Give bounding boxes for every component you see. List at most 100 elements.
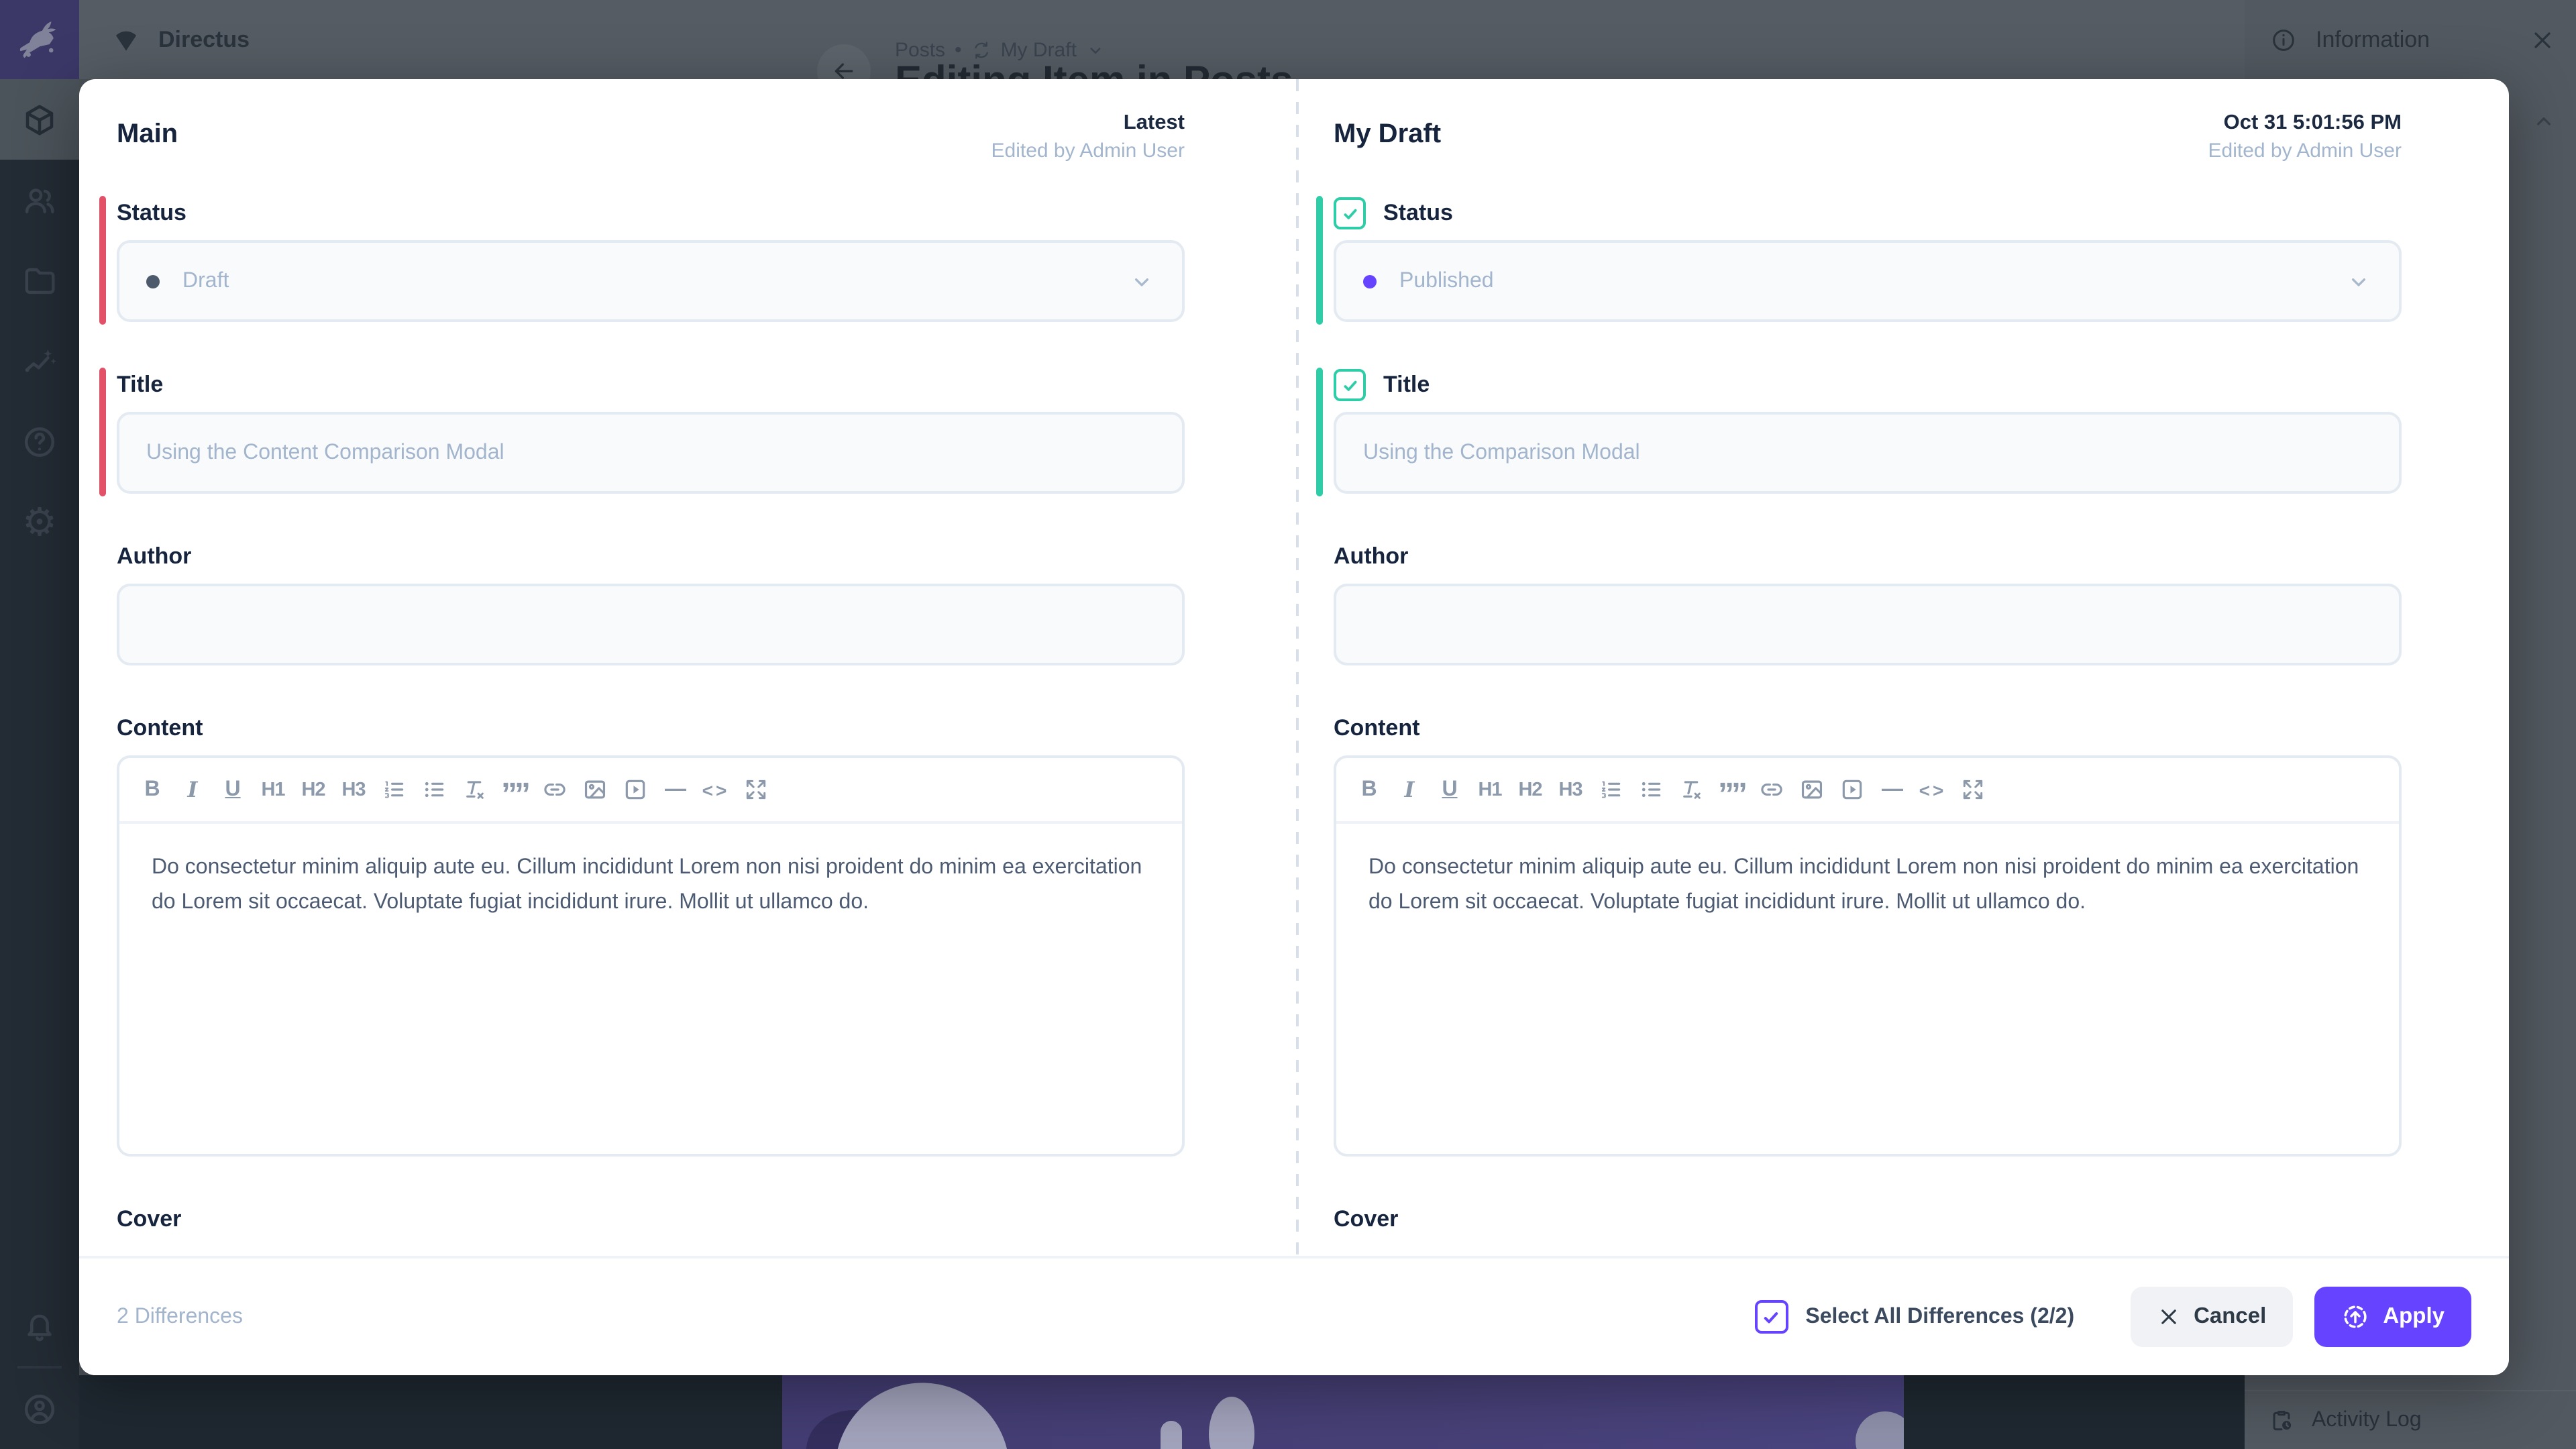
toolbar-image-button[interactable]	[1792, 770, 1831, 809]
content-editor[interactable]: B I U H1 H2 H3 ”” — <> Do consectetur minim aliq…	[1334, 755, 2402, 1157]
version-date: Oct 31 5:01:56 PM	[2223, 111, 2402, 134]
app-header-bar: Directus Posts • My Draft Editing Item i…	[79, 0, 2576, 103]
toolbar-image-button[interactable]	[576, 770, 614, 809]
toolbar-clear-format-button[interactable]	[455, 770, 494, 809]
toolbar-underline-button[interactable]: U	[1430, 770, 1469, 809]
toolbar-bold-button[interactable]: B	[133, 770, 172, 809]
module-insights-button[interactable]	[0, 321, 79, 401]
title-input[interactable]: Using the Comparison Modal	[1334, 412, 2402, 494]
module-file-library-button[interactable]	[0, 240, 79, 321]
select-all-checkbox[interactable]	[1754, 1300, 1788, 1334]
toolbar-h2-button[interactable]: H2	[1511, 770, 1550, 809]
toolbar-h1-button[interactable]: H1	[254, 770, 292, 809]
author-input[interactable]	[1334, 584, 2402, 665]
toolbar-horizontal-rule-button[interactable]: —	[656, 770, 695, 809]
field-cover: Cover	[1334, 1205, 2402, 1234]
chevron-down-icon	[1086, 40, 1106, 60]
toolbar-video-button[interactable]	[1833, 770, 1872, 809]
user-directory-icon	[21, 182, 58, 218]
notifications-button[interactable]	[0, 1285, 79, 1366]
pane-header: Main Latest Edited by Admin User	[117, 106, 1185, 165]
directus-logo[interactable]	[0, 0, 79, 79]
breadcrumb-collection[interactable]: Posts	[895, 39, 946, 62]
field-select-checkbox[interactable]	[1334, 369, 1366, 401]
comparison-body: Main Latest Edited by Admin User Status …	[79, 79, 2509, 1256]
breadcrumb[interactable]: Posts • My Draft	[895, 39, 1106, 62]
author-input[interactable]	[117, 584, 1185, 665]
toolbar-fullscreen-button[interactable]	[1953, 770, 1992, 809]
versions-icon	[971, 40, 991, 60]
title-input[interactable]: Using the Content Comparison Modal	[117, 412, 1185, 494]
code-icon: <>	[1919, 779, 1947, 800]
toolbar-italic-button[interactable]: I	[1390, 770, 1429, 809]
field-label: Status	[1383, 200, 1453, 225]
underline-icon: U	[225, 777, 241, 800]
toolbar-bullet-list-button[interactable]	[415, 770, 453, 809]
content-editor[interactable]: B I U H1 H2 H3 ”” — <> Do consectetur minim aliq…	[117, 755, 1185, 1157]
toolbar-underline-button[interactable]: U	[213, 770, 252, 809]
version-pane-my-draft: My Draft Oct 31 5:01:56 PM Edited by Adm…	[1299, 79, 2509, 1256]
toolbar-link-button[interactable]	[1752, 770, 1791, 809]
version-name: Latest	[1123, 111, 1185, 134]
content-text[interactable]: Do consectetur minim aliquip aute eu. Ci…	[1368, 856, 2359, 914]
toolbar-blockquote-button[interactable]: ””	[495, 770, 534, 811]
h2-icon: H2	[301, 779, 325, 800]
ordered-list-icon	[1598, 777, 1623, 802]
h1-icon: H1	[261, 779, 285, 800]
toolbar-italic-button[interactable]: I	[173, 770, 212, 809]
toolbar-ordered-list-button[interactable]	[374, 770, 413, 809]
apply-button[interactable]: Apply	[2314, 1287, 2471, 1347]
toolbar-code-button[interactable]: <>	[696, 770, 735, 809]
select-all-label: Select All Differences (2/2)	[1805, 1305, 2075, 1328]
toolbar-h3-button[interactable]: H3	[1551, 770, 1590, 809]
info-panel-header[interactable]: Information	[2245, 0, 2576, 79]
toolbar-h1-button[interactable]: H1	[1470, 770, 1509, 809]
h3-icon: H3	[1558, 779, 1582, 800]
module-user-directory-button[interactable]	[0, 160, 79, 240]
module-settings-button[interactable]: ⚙	[0, 482, 79, 562]
breadcrumb-version[interactable]: My Draft	[1000, 39, 1077, 62]
toolbar-clear-format-button[interactable]	[1672, 770, 1711, 809]
toolbar-code-button[interactable]: <>	[1913, 770, 1952, 809]
account-button[interactable]	[0, 1368, 79, 1449]
field-select-checkbox[interactable]	[1334, 197, 1366, 229]
content-text[interactable]: Do consectetur minim aliquip aute eu. Ci…	[152, 856, 1142, 914]
chevron-down-icon	[2345, 268, 2372, 294]
field-content: Content B I U H1 H2 H3 ”” — <> Do consectetur mi…	[1334, 714, 2402, 1157]
toolbar-blockquote-button[interactable]: ””	[1712, 770, 1751, 811]
documentation-icon	[21, 423, 58, 460]
toolbar-horizontal-rule-button[interactable]: —	[1873, 770, 1912, 809]
clear-format-icon	[462, 777, 487, 802]
toolbar-fullscreen-button[interactable]	[737, 770, 775, 809]
chevron-down-icon	[1128, 268, 1155, 294]
title-value: Using the Content Comparison Modal	[146, 441, 504, 464]
field-content: Content B I U H1 H2 H3 ”” — <> Do consectetur mi…	[117, 714, 1185, 1157]
activity-log-button[interactable]: Activity Log	[2245, 1390, 2576, 1449]
toolbar-video-button[interactable]	[616, 770, 655, 809]
project-brand: Directus	[111, 0, 250, 79]
status-select[interactable]: Published	[1334, 240, 2402, 322]
module-collections-button[interactable]	[0, 79, 79, 160]
toolbar-h2-button[interactable]: H2	[294, 770, 333, 809]
pane-title: Main	[117, 119, 178, 149]
fullscreen-icon	[1960, 777, 1986, 802]
fullscreen-icon	[743, 777, 769, 802]
video-icon	[1839, 777, 1865, 802]
toolbar-bullet-list-button[interactable]	[1631, 770, 1670, 809]
toolbar-bold-button[interactable]: B	[1350, 770, 1389, 809]
cancel-button[interactable]: Cancel	[2131, 1287, 2294, 1347]
close-sidebar-icon[interactable]	[2529, 26, 2556, 53]
horizontal-rule-icon: —	[1882, 777, 1903, 800]
project-logo-fan-icon	[111, 25, 141, 54]
pane-divider	[1296, 79, 1299, 1256]
ordered-list-icon	[381, 777, 407, 802]
toolbar-h3-button[interactable]: H3	[334, 770, 373, 809]
module-documentation-button[interactable]	[0, 401, 79, 482]
toolbar-link-button[interactable]	[535, 770, 574, 809]
bold-icon: B	[1361, 777, 1377, 800]
field-status: Status Published	[1316, 196, 2402, 325]
toolbar-ordered-list-button[interactable]	[1591, 770, 1630, 809]
edited-by: Edited by Admin User	[991, 139, 1185, 162]
collapse-section-icon[interactable]	[2530, 107, 2557, 134]
status-select[interactable]: Draft	[117, 240, 1185, 322]
